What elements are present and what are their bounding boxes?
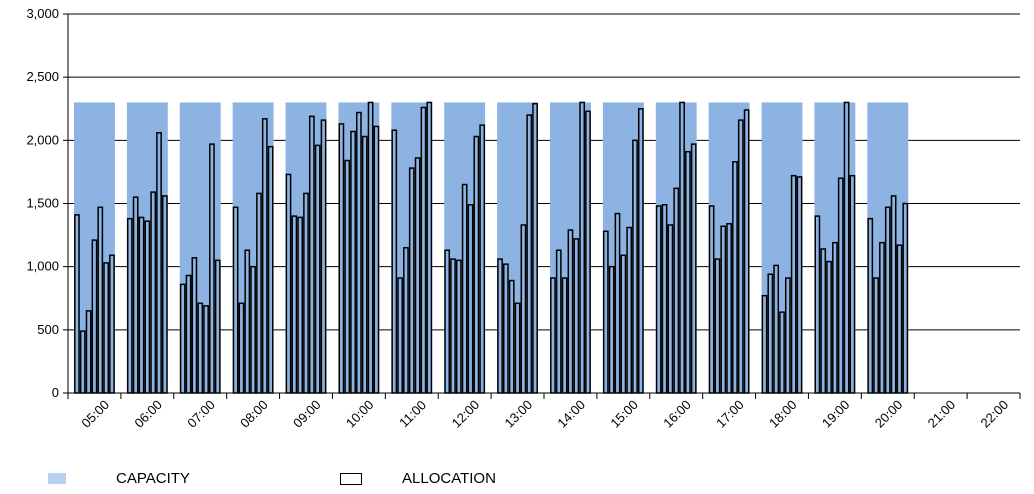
y-tick-label: 2,000 (26, 132, 59, 147)
axes (63, 13, 1021, 399)
x-tick-label: 21:00 (925, 397, 959, 431)
x-tick-label: 05:00 (78, 397, 112, 431)
capacity-swatch (48, 473, 66, 484)
x-tick-label: 19:00 (819, 397, 853, 431)
x-tick-label: 16:00 (660, 397, 694, 431)
y-tick-label: 1,000 (26, 259, 59, 274)
x-tick-label: 22:00 (978, 397, 1012, 431)
x-tick-label: 15:00 (607, 397, 641, 431)
y-tick-labels: 0 500 1,000 1,500 2,000 2,500 3,000 (26, 6, 59, 400)
x-tick-label: 11:00 (396, 397, 429, 430)
y-tick-label: 3,000 (26, 6, 59, 21)
x-tick-label: 13:00 (502, 397, 536, 431)
gridlines (68, 13, 1020, 331)
y-tick-label: 0 (52, 385, 59, 400)
x-tick-label: 17:00 (713, 397, 747, 431)
x-tick-label: 07:00 (184, 397, 218, 431)
x-tick-label: 06:00 (131, 397, 165, 431)
legend-capacity: CAPACITY (48, 470, 190, 487)
x-tick-labels: 05:00 06:00 07:00 08:00 09:00 10:00 11:00 12:00… (78, 397, 1011, 431)
x-tick-label: 20:00 (872, 397, 906, 431)
x-tick-label: 10:00 (343, 397, 377, 431)
legend-allocation: ALLOCATION (340, 470, 496, 487)
x-tick-label: 12:00 (449, 397, 483, 431)
legend-capacity-label: CAPACITY (116, 470, 190, 487)
x-tick-label: 08:00 (237, 397, 271, 431)
y-tick-label: 1,500 (26, 196, 59, 211)
y-tick-label: 2,500 (26, 69, 59, 84)
x-tick-label: 14:00 (554, 397, 588, 431)
x-tick-label: 09:00 (290, 397, 324, 431)
x-tick-label: 18:00 (766, 397, 800, 431)
legend-allocation-label: ALLOCATION (402, 470, 496, 487)
y-tick-label: 500 (37, 322, 59, 337)
capacity-series (74, 102, 909, 393)
allocation-swatch (340, 472, 362, 485)
